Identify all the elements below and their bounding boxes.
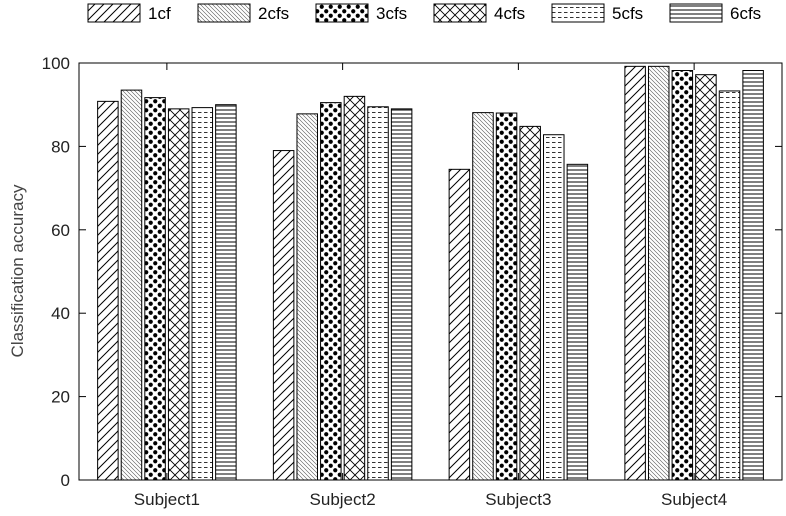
legend-item-5cfs: 5cfs bbox=[551, 3, 643, 23]
legend-swatch bbox=[315, 3, 369, 23]
x-tick-label-subject2: Subject2 bbox=[310, 490, 376, 509]
y-axis-label: Classification accuracy bbox=[8, 184, 27, 357]
legend-swatch bbox=[669, 3, 723, 23]
bar-subject3-6cfs bbox=[566, 163, 589, 481]
y-tick-label: 60 bbox=[51, 221, 70, 240]
legend-item-1cf: 1cf bbox=[87, 3, 171, 23]
bar-subject1-6cfs bbox=[215, 104, 237, 481]
bar-subject1-4cfs bbox=[167, 108, 190, 481]
bar-subject3-1cf bbox=[448, 168, 471, 481]
bar-subject3-2cfs bbox=[472, 112, 494, 481]
y-tick-label: 80 bbox=[51, 137, 70, 156]
bar-subject2-6cfs bbox=[390, 108, 413, 481]
bar-subject4-4cfs bbox=[695, 74, 717, 481]
y-tick-label: 40 bbox=[51, 304, 70, 323]
bar-subject4-2cfs bbox=[647, 65, 670, 481]
legend-label: 2cfs bbox=[258, 4, 289, 23]
legend-swatch bbox=[87, 3, 141, 23]
legend-item-6cfs: 6cfs bbox=[669, 3, 761, 23]
y-tick-label: 20 bbox=[51, 388, 70, 407]
bar-subject4-6cfs bbox=[742, 70, 764, 481]
bar-subject1-5cfs bbox=[191, 107, 214, 481]
chart-legend: 1cf 2cfs 3cfs 4cfs 5cfs 6cfs bbox=[87, 3, 761, 23]
legend-swatch bbox=[197, 3, 251, 23]
legend-item-3cfs: 3cfs bbox=[315, 3, 407, 23]
legend-swatch bbox=[433, 3, 487, 23]
y-tick-label: 100 bbox=[42, 54, 70, 73]
x-tick-label-subject3: Subject3 bbox=[485, 490, 551, 509]
bar-subject2-1cf bbox=[272, 150, 295, 481]
bar-subject4-1cf bbox=[624, 65, 646, 481]
y-tick-label: 0 bbox=[61, 471, 70, 490]
x-tick-label-subject4: Subject4 bbox=[661, 490, 727, 509]
bar-subject2-5cfs bbox=[367, 106, 389, 481]
legend-label: 1cf bbox=[148, 4, 171, 23]
legend-label: 5cfs bbox=[612, 4, 643, 23]
bar-subject3-5cfs bbox=[543, 134, 565, 481]
legend-item-4cfs: 4cfs bbox=[433, 3, 525, 23]
axes-group: 0 20 40 60 80 100 Subject1 Subject2 Subject3 Subj… bbox=[42, 54, 783, 509]
legend-item-2cfs: 2cfs bbox=[197, 3, 289, 23]
bars-group bbox=[97, 65, 764, 481]
legend-label: 4cfs bbox=[494, 4, 525, 23]
bar-subject4-5cfs bbox=[718, 90, 741, 481]
legend-swatch bbox=[551, 3, 605, 23]
bar-subject1-1cf bbox=[97, 100, 119, 481]
bar-subject1-2cfs bbox=[120, 89, 143, 481]
bar-subject2-3cfs bbox=[320, 102, 342, 481]
bar-subject3-4cfs bbox=[519, 125, 541, 481]
bar-subject2-2cfs bbox=[296, 113, 318, 481]
x-tick-label-subject1: Subject1 bbox=[134, 490, 200, 509]
legend-label: 6cfs bbox=[730, 4, 761, 23]
bar-subject4-3cfs bbox=[671, 70, 694, 481]
bar-subject2-4cfs bbox=[343, 95, 366, 481]
bar-subject1-3cfs bbox=[144, 97, 166, 481]
legend-label: 3cfs bbox=[376, 4, 407, 23]
bar-subject3-3cfs bbox=[495, 112, 518, 481]
plot-frame bbox=[78, 62, 783, 481]
